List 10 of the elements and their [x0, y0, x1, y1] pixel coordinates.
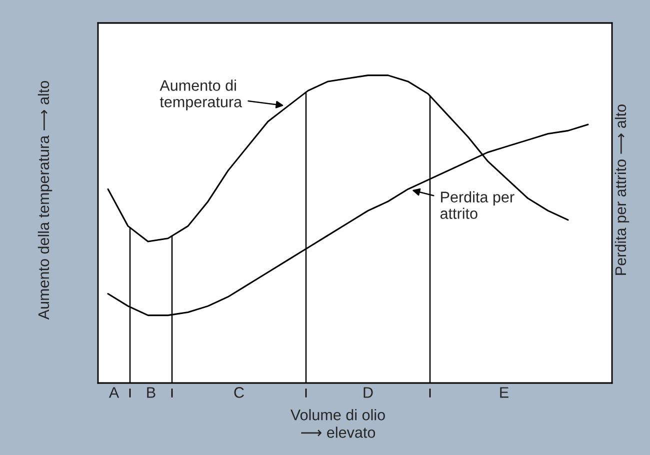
legend-label: Perdita per attrito	[440, 191, 514, 219]
text: D	[364, 387, 373, 398]
text: B	[147, 387, 156, 398]
text: C	[234, 387, 244, 398]
x-axis-title: Volume di olio ⟶ elevato	[290, 409, 385, 438]
y2-axis-title: Perdita per attrito ⟶ alto	[614, 104, 630, 275]
series-label: Aumento di temperatura	[160, 80, 242, 110]
text: A	[108, 387, 120, 398]
y-axis-title: Aumento della temperatura ⟶ alto	[38, 80, 52, 320]
text: E	[500, 387, 508, 398]
